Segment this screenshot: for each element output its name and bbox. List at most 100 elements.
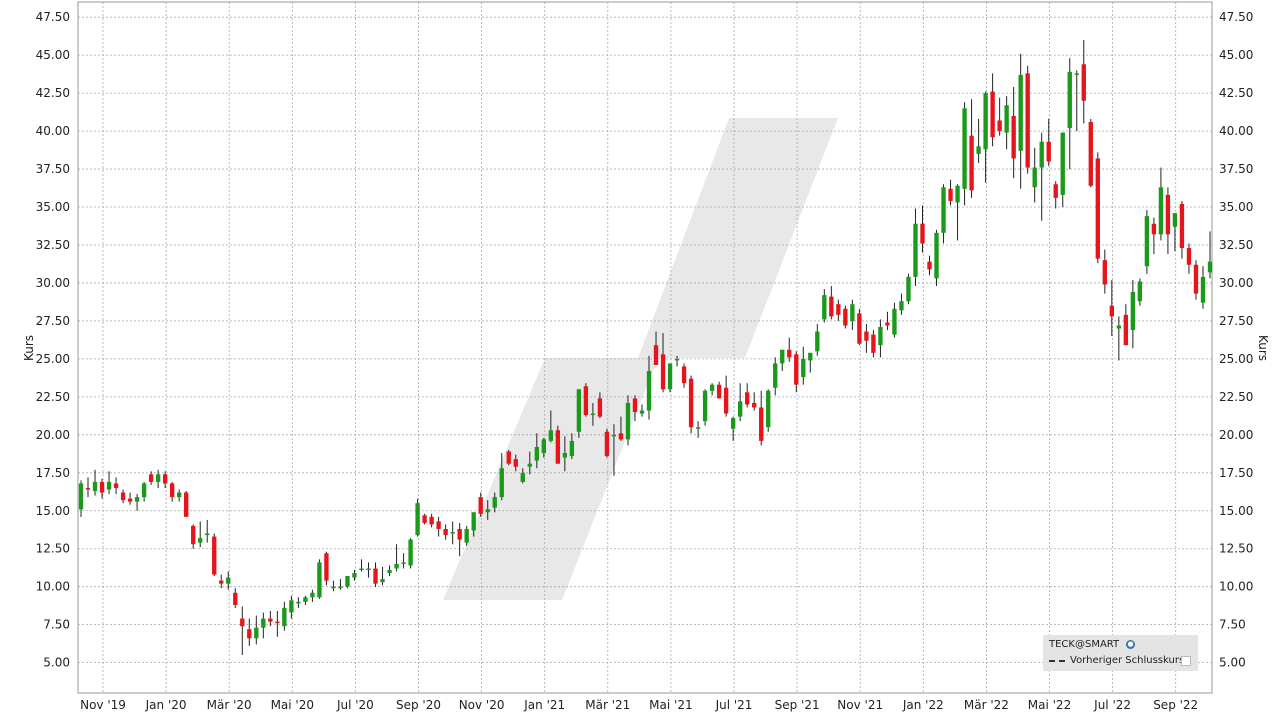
candle-body-up: [1144, 216, 1150, 267]
candle-body-down: [1081, 64, 1086, 101]
x-tick-label: Nov '19: [80, 698, 126, 712]
x-tick-label: Jul '20: [336, 698, 374, 712]
y-tick-label-right: 40.00: [1219, 124, 1253, 138]
candle-body-down: [843, 308, 848, 326]
candle-body-up: [892, 308, 897, 335]
candle-body-down: [583, 386, 589, 416]
x-tick-label: Sep '21: [775, 698, 820, 712]
y-tick-label-left: 42.50: [36, 86, 70, 100]
y-tick-label-left: 45.00: [36, 48, 70, 62]
y-tick-label-right: 22.50: [1219, 390, 1253, 404]
candle-body-down: [794, 354, 799, 385]
candle-body-down: [478, 497, 483, 514]
candle-body-down: [997, 120, 1002, 132]
candle-body-down: [1109, 305, 1114, 317]
candle-body-up: [310, 592, 315, 598]
candle-body-down: [113, 483, 119, 488]
candle-body-up: [394, 563, 399, 569]
y-tick-label-right: 37.50: [1219, 162, 1253, 176]
y-tick-label-left: 22.50: [36, 390, 70, 404]
candle-body-up: [737, 401, 743, 417]
x-tick-label: Mai '20: [271, 698, 314, 712]
x-tick-label: Mär '22: [964, 698, 1009, 712]
candle-body-up: [906, 276, 911, 302]
y-tick-label-left: 37.50: [36, 162, 70, 176]
candle-body-up: [801, 358, 806, 378]
candle-body-down: [1088, 121, 1093, 186]
x-tick-label: Jul '22: [1093, 698, 1131, 712]
candle-body-down: [1151, 223, 1157, 235]
candle-body-up: [611, 434, 617, 437]
candle-body-down: [653, 345, 659, 365]
candle-body-down: [920, 223, 925, 244]
candle-body-up: [639, 410, 645, 414]
candle-body-down: [864, 331, 869, 341]
candle-body-up: [1207, 261, 1213, 273]
candle-body-down: [247, 629, 252, 639]
candle-body-up: [289, 600, 294, 613]
candle-body-down: [120, 492, 126, 501]
candle-body-up: [261, 618, 266, 628]
candle-body-down: [752, 402, 757, 408]
candle-body-up: [338, 586, 343, 589]
y-tick-label-right: 42.50: [1219, 86, 1253, 100]
candle-body-up: [282, 607, 287, 627]
candle-body-up: [548, 430, 554, 441]
watermark-logo: [443, 118, 838, 600]
candle-body-down: [836, 304, 841, 315]
candle-body-up: [520, 472, 525, 482]
candle-body-down: [990, 91, 995, 138]
legend-toggle-checkbox[interactable]: [1181, 656, 1191, 666]
y-tick-label-right: 5.00: [1219, 656, 1246, 670]
y-tick-label-left: 30.00: [36, 276, 70, 290]
candle-body-down: [688, 378, 694, 428]
candle-body-up: [401, 562, 406, 564]
candle-body-up: [913, 223, 918, 277]
candle-body-down: [1179, 203, 1185, 249]
info-icon[interactable]: ●: [1126, 640, 1135, 649]
candle-body-down: [555, 430, 561, 464]
candle-body-up: [177, 492, 182, 498]
candle-body-up: [352, 573, 357, 578]
y-tick-label-left: 47.50: [36, 10, 70, 24]
x-axis-ticks: Nov '19 Jan '20 Mär '20 Mai '20 Jul '20 Sep '…: [80, 698, 1198, 712]
y-tick-label-right: 27.50: [1219, 314, 1253, 328]
legend-entry-label: Vorheriger Schlusskurs: [1070, 655, 1185, 666]
candle-body-down: [604, 431, 610, 457]
candle-body-up: [695, 427, 701, 429]
candle-body-up: [106, 481, 112, 490]
candle-body-up: [296, 601, 301, 604]
candle-body-down: [871, 334, 876, 353]
candle-body-down: [233, 592, 238, 605]
candle-body-up: [569, 440, 575, 457]
y-axis-left-ticks: 5.00 7.50 10.00 12.50 15.00 17.50 20.00 22.50 25…: [36, 10, 70, 669]
y-tick-label-left: 17.50: [36, 466, 70, 480]
candle-body-down: [632, 398, 638, 413]
candle-body-up: [492, 497, 497, 508]
candle-body-up: [878, 326, 883, 346]
candle-body-down: [436, 521, 441, 529]
candle-body-down: [1102, 260, 1107, 285]
y-tick-label-left: 7.50: [43, 618, 70, 632]
y-tick-label-right: 25.00: [1219, 352, 1253, 366]
candle-body-up: [730, 418, 736, 429]
candle-body-up: [674, 358, 680, 361]
candle-body-up: [527, 463, 532, 467]
candle-body-up: [541, 439, 546, 454]
candle-body-up: [808, 352, 813, 361]
candle-body-down: [787, 349, 792, 358]
candle-body-down: [1025, 73, 1030, 168]
candle-body-up: [1018, 74, 1023, 151]
candle-body-down: [829, 296, 834, 317]
candle-body-up: [976, 146, 981, 154]
candle-body-down: [99, 481, 105, 493]
candle-body-up: [1130, 292, 1136, 331]
candle-body-up: [226, 577, 231, 584]
candle-body-down: [857, 313, 862, 344]
candle-body-up: [303, 597, 308, 602]
candle-body-up: [534, 446, 539, 461]
candle-body-up: [1158, 187, 1164, 235]
candle-body-up: [780, 349, 785, 364]
candle-body-down: [268, 618, 273, 622]
candle-body-down: [759, 407, 764, 441]
